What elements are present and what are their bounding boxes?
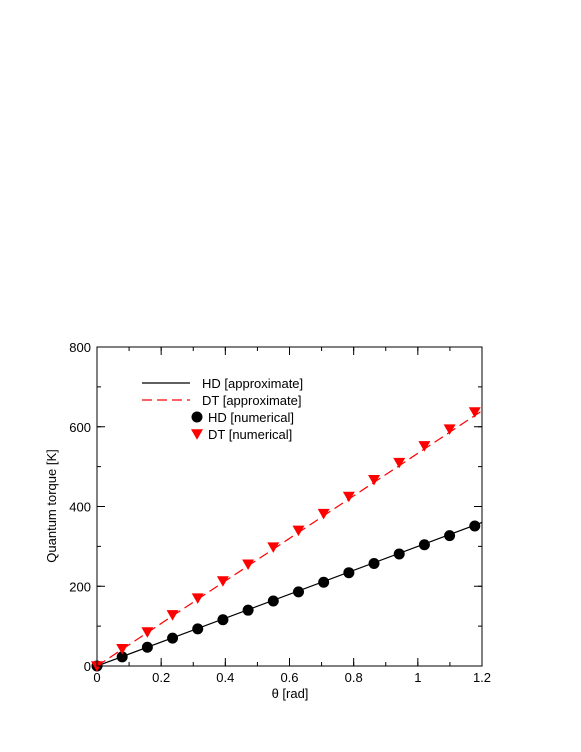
hd-numerical-point: [116, 651, 128, 663]
hd-numerical-point: [368, 558, 380, 570]
series-line-1: [97, 410, 482, 666]
dt-numerical-point: [216, 576, 229, 587]
dt-numerical-point: [292, 525, 305, 537]
y-axis-title: Quantum torque [K]: [44, 449, 59, 562]
dt-numerical-point: [342, 491, 355, 503]
legend-item-0: HD [approximate]: [142, 376, 303, 391]
hd-numerical-point: [318, 576, 330, 588]
legend-item-3: DT [numerical]: [191, 427, 292, 442]
legend-label: DT [approximate]: [202, 393, 301, 408]
dt-numerical-point: [468, 407, 481, 418]
x-tick-label: 0.6: [280, 670, 298, 685]
dt-numerical-point: [267, 542, 280, 553]
hd-numerical-point: [292, 586, 304, 598]
y-tick-label: 800: [69, 340, 91, 355]
x-tick-label: 0.2: [152, 670, 170, 685]
dt-numerical-point: [116, 644, 129, 655]
dt-numerical-point: [191, 593, 204, 604]
dt-numerical-point: [242, 559, 255, 571]
hd-numerical-point: [267, 595, 279, 607]
legend-item-2: HD [numerical]: [191, 410, 294, 425]
legend-label: HD [numerical]: [208, 410, 294, 425]
dt-numerical-point: [368, 474, 381, 486]
dt-numerical-point: [443, 424, 456, 435]
x-tick-label: 1: [414, 670, 421, 685]
hd-numerical-point: [469, 520, 481, 532]
y-tick-label: 400: [69, 500, 91, 515]
legend-swatch-circle: [191, 411, 203, 423]
dt-numerical-point: [317, 508, 330, 520]
x-tick-label: 0.8: [345, 670, 363, 685]
hd-numerical-point: [444, 530, 456, 542]
marker-series-group: [91, 407, 481, 672]
dt-numerical-point: [141, 627, 154, 638]
x-tick-label: 0.4: [216, 670, 234, 685]
dt-numerical-point: [166, 610, 179, 621]
tick-labels: 0 0.2 0.4 0.6 0.8 1 1.2 0 200 400 600 800: [69, 340, 491, 685]
hd-numerical-point: [192, 623, 204, 635]
series-line-0: [97, 521, 482, 666]
dt-numerical-point: [418, 441, 431, 452]
legend-label: HD [approximate]: [202, 376, 303, 391]
hd-numerical-point: [393, 548, 405, 560]
x-axis-title: θ [rad]: [272, 686, 309, 701]
line-series-group: [97, 410, 482, 666]
plot-frame: [96, 346, 483, 667]
legend-swatch-triangle: [191, 429, 203, 440]
hd-numerical-point: [217, 614, 229, 626]
x-tick-label: 0: [93, 670, 100, 685]
y-tick-label: 600: [69, 420, 91, 435]
y-tick-label: 0: [84, 659, 91, 674]
legend-label: DT [numerical]: [208, 427, 292, 442]
hd-numerical-point: [167, 632, 179, 644]
x-tick-label: 1.2: [473, 670, 491, 685]
legend: HD [approximate] DT [approximate] HD [nume…: [142, 376, 303, 442]
hd-numerical-point: [141, 641, 153, 653]
legend-item-1: DT [approximate]: [142, 393, 301, 408]
hd-numerical-point: [343, 567, 355, 579]
series-layer: [91, 407, 482, 672]
dt-numerical-point: [393, 457, 406, 469]
hd-numerical-point: [418, 539, 430, 551]
y-tick-label: 200: [69, 579, 91, 594]
hd-numerical-point: [242, 604, 254, 616]
